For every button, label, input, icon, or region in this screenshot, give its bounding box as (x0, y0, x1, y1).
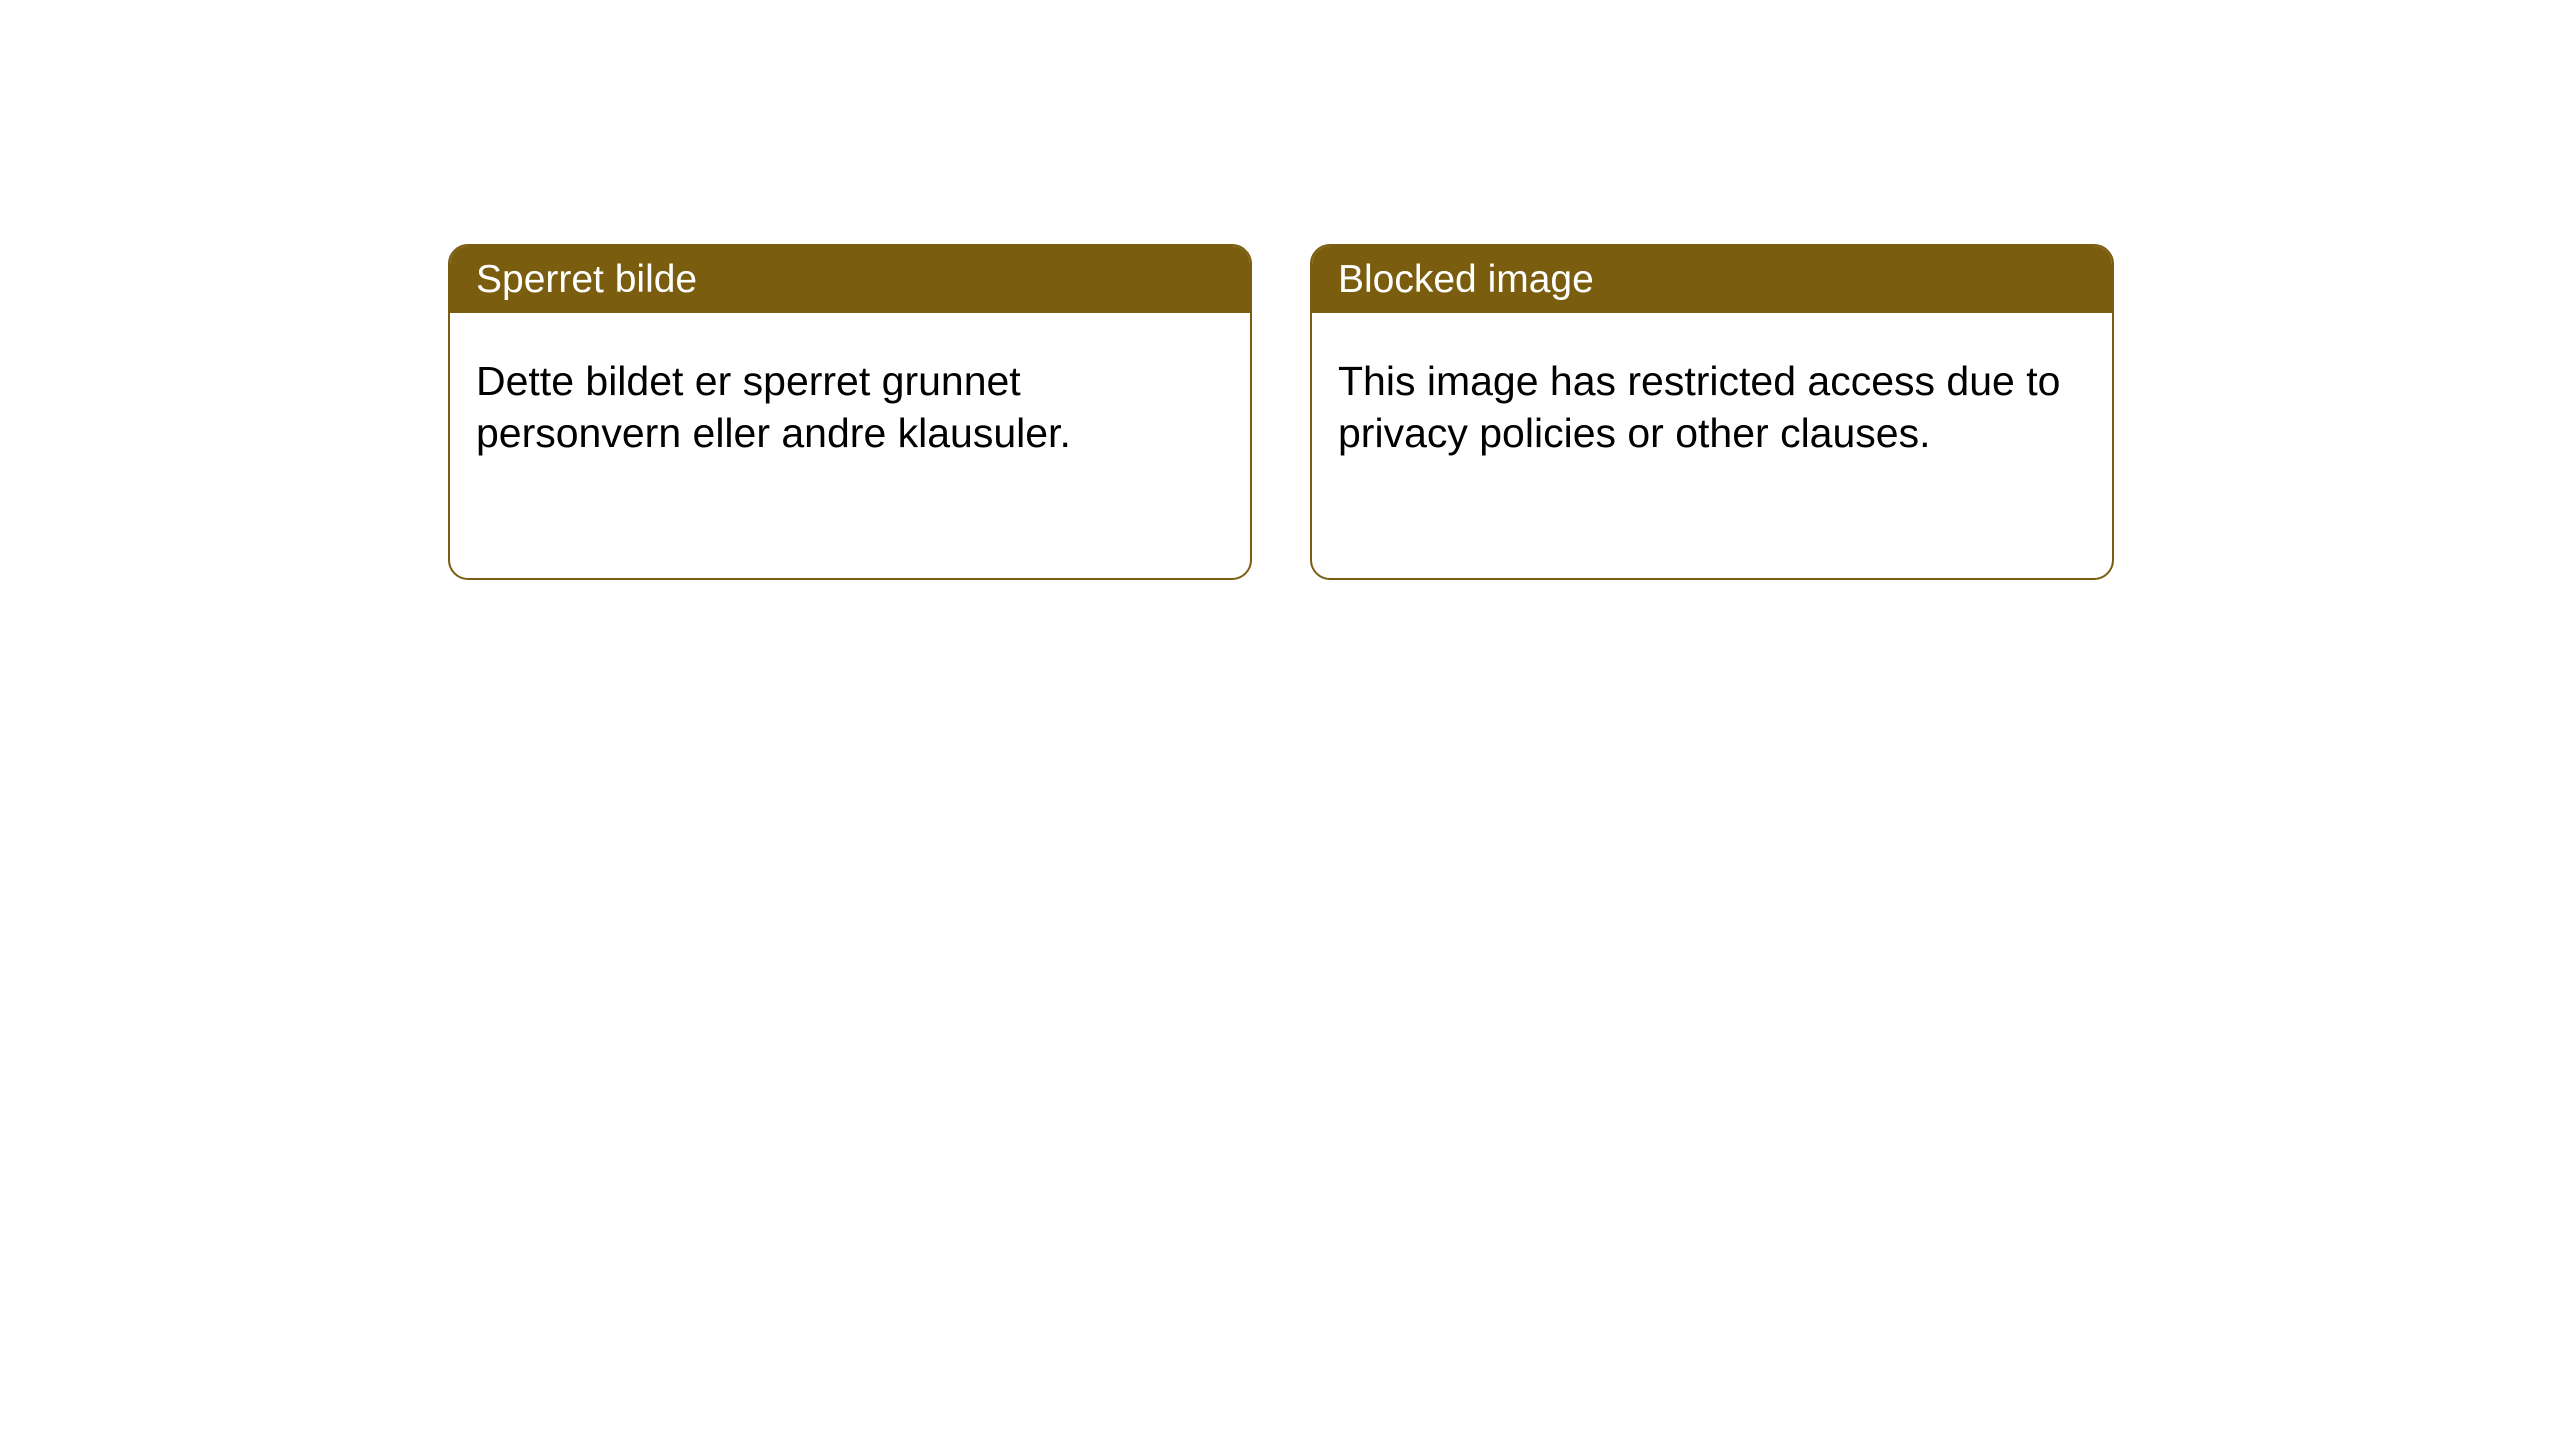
card-header: Blocked image (1312, 246, 2112, 313)
card-header: Sperret bilde (450, 246, 1250, 313)
blocked-notice-card-en: Blocked image This image has restricted … (1310, 244, 2114, 580)
blocked-notice-card-no: Sperret bilde Dette bildet er sperret gr… (448, 244, 1252, 580)
notice-container: Sperret bilde Dette bildet er sperret gr… (0, 0, 2560, 580)
card-body: This image has restricted access due to … (1312, 313, 2112, 485)
card-body: Dette bildet er sperret grunnet personve… (450, 313, 1250, 485)
